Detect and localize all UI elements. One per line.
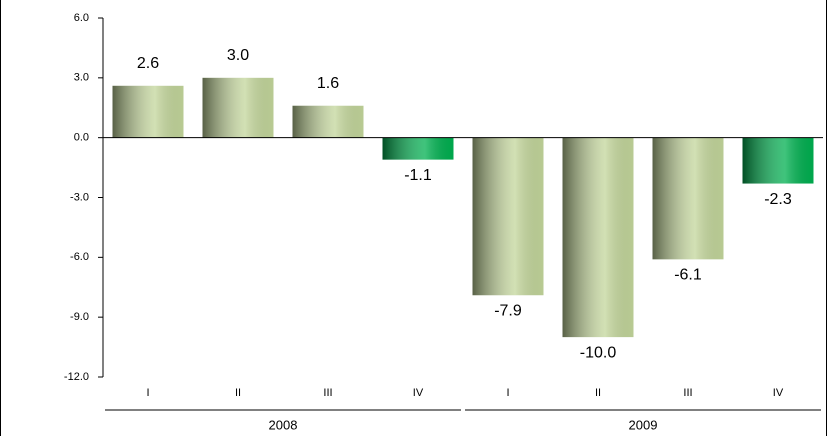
y-tick-label: 3.0	[74, 72, 89, 84]
y-tick-label: -6.0	[70, 251, 89, 263]
x-tick-label: II	[235, 387, 241, 399]
y-tick-label: -3.0	[70, 191, 89, 203]
value-label: -7.9	[494, 302, 522, 319]
bar-shade	[202, 77, 274, 138]
x-tick-label: II	[595, 387, 601, 399]
y-tick-label: 0.0	[74, 132, 89, 144]
group-label: 2008	[269, 417, 298, 432]
value-label: 3.0	[227, 47, 249, 64]
x-tick-label: III	[323, 387, 332, 399]
bar-shade	[382, 137, 454, 160]
value-label: -2.3	[764, 191, 792, 208]
value-label: -1.1	[404, 167, 432, 184]
x-tick-label: I	[146, 387, 149, 399]
bar-shade	[112, 85, 184, 138]
x-tick-label: IV	[413, 387, 424, 399]
y-tick-label: -9.0	[70, 311, 89, 323]
y-tick-label: -12.0	[64, 371, 89, 383]
value-label: -10.0	[580, 344, 617, 361]
value-label: 2.6	[137, 55, 159, 72]
bar-shade	[472, 137, 544, 296]
bar-shade	[742, 137, 814, 184]
group-label: 2009	[629, 417, 658, 432]
x-tick-label: IV	[773, 387, 784, 399]
bar-shade	[562, 137, 634, 338]
bar-shade	[292, 105, 364, 138]
x-tick-label: III	[683, 387, 692, 399]
x-tick-label: I	[506, 387, 509, 399]
value-label: -6.1	[674, 267, 702, 284]
bar-shade	[652, 137, 724, 260]
value-label: 1.6	[317, 75, 339, 92]
y-tick-label: 6.0	[74, 12, 89, 24]
